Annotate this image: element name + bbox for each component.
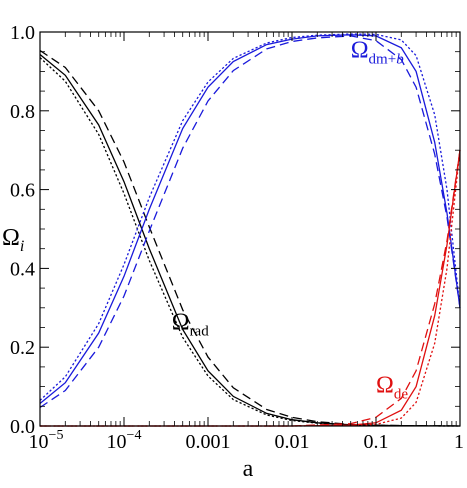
plot-lines — [39, 33, 461, 427]
axis-ticks — [39, 31, 461, 427]
y-tick-label: 0.2 — [10, 337, 35, 359]
series-rad-dashed — [39, 49, 461, 427]
series-de-dashed — [40, 150, 461, 427]
series-de-dotted — [40, 150, 461, 427]
curve-label: Ωdm+b — [351, 38, 404, 68]
x-tick-label: 10−5 — [29, 428, 64, 453]
axis-tick-labels: 10−5 10−4 0.001 0.01 0.1 1 0.0 0.2 0.4 0.6 0.8 1.0 — [10, 22, 464, 453]
x-tick-label: 1 — [454, 431, 464, 453]
series-rad-dotted — [39, 57, 461, 427]
plot-frame — [39, 31, 461, 427]
x-tick-label: 0.1 — [364, 431, 389, 453]
x-tick-label: 10−4 — [107, 428, 142, 453]
y-axis-title: Ωi — [2, 225, 24, 255]
series-de-solid — [40, 150, 461, 427]
y-axis-title-subscript: i — [20, 238, 24, 255]
y-tick-label: 0.0 — [10, 416, 35, 438]
y-tick-label: 1.0 — [10, 22, 35, 44]
y-tick-label: 0.8 — [10, 101, 35, 123]
x-tick-label: 0.001 — [186, 431, 231, 453]
series-dm-dashed — [39, 35, 461, 409]
series-dm-solid — [39, 34, 461, 405]
curve-annotations: Ωdm+b Ωrad Ωde — [172, 38, 409, 403]
series-rad-solid — [39, 53, 461, 427]
x-tick-label: 0.01 — [275, 431, 310, 453]
x-axis-title: a — [243, 456, 254, 482]
y-tick-label: 0.6 — [10, 180, 35, 202]
y-tick-label: 0.4 — [10, 258, 35, 280]
series-dm-dotted — [39, 33, 461, 401]
curve-label: Ωde — [376, 373, 408, 403]
curve-label: Ωrad — [172, 309, 209, 339]
